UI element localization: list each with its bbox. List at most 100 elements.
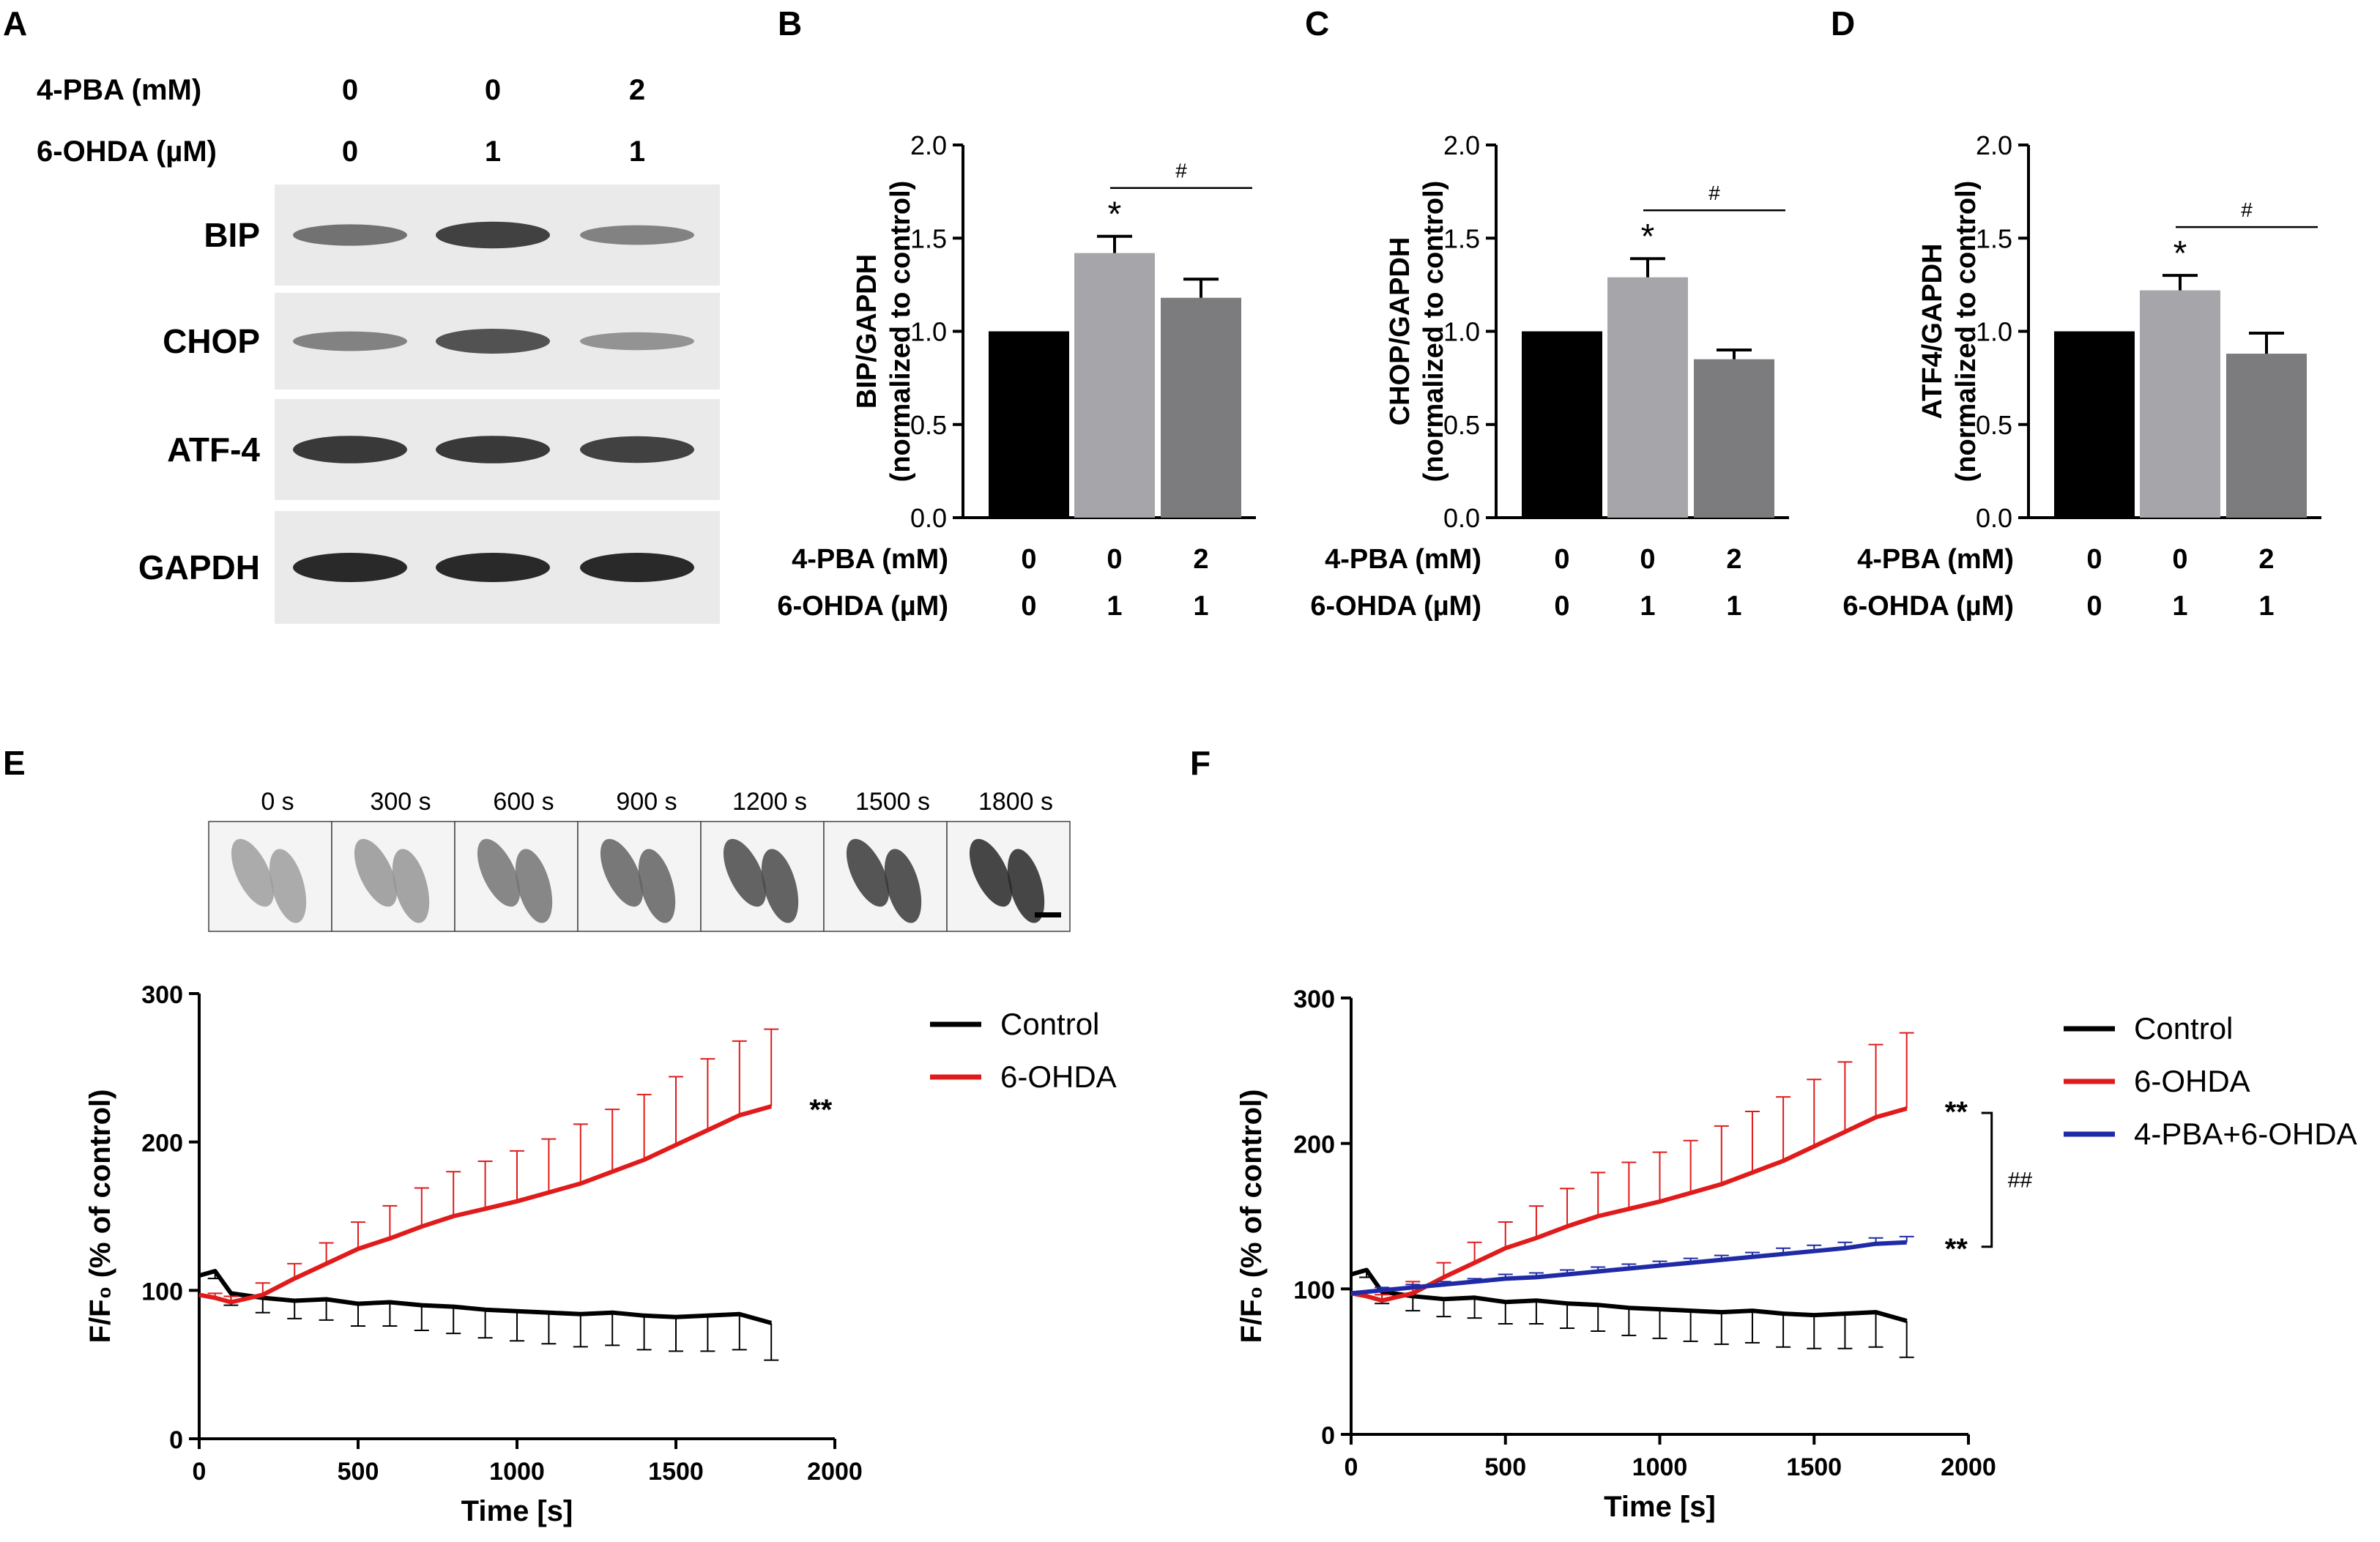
bar (1161, 297, 1241, 518)
significance-hash: # (2241, 198, 2253, 221)
y-tick-label: 0.5 (910, 410, 947, 440)
x-tick-label: 2000 (807, 1458, 863, 1486)
y-tick-label: 2.0 (1976, 130, 2012, 160)
condition-value: 0 (2086, 591, 2102, 622)
blot-band (580, 553, 694, 582)
panel-letter-b: B (778, 4, 802, 42)
bar (2054, 331, 2135, 518)
timelapse-cell (884, 849, 922, 923)
panel-letter-f: F (1190, 744, 1211, 782)
y-tick-label: 0.0 (1976, 503, 2012, 533)
condition-value: 0 (1554, 591, 1569, 622)
panel-letter-e: E (3, 744, 26, 782)
timelapse-cell (354, 838, 398, 907)
significance-star: * (1641, 217, 1655, 256)
y-tick-label: 0.5 (1976, 410, 2012, 440)
y-tick-label: 2.0 (910, 130, 947, 160)
significance-mark: ** (1945, 1233, 1968, 1265)
bar (1522, 331, 1602, 518)
timelapse-time-label: 1500 s (855, 788, 930, 816)
y-tick-label: 0 (169, 1426, 183, 1454)
bar (2140, 290, 2220, 518)
bar-chart-atf4: 0.0 0.5 1.0 1.5 2.0 ATF4/GAPDH (normalized to … (1842, 130, 2321, 622)
bar (1694, 359, 1774, 518)
x-axis-label: Time [s] (1604, 1491, 1716, 1523)
condition-value: 1 (1193, 591, 1208, 622)
blot-condition-value: 0 (342, 74, 358, 106)
y-tick-label: 300 (1293, 986, 1335, 1013)
blot-band (293, 224, 407, 246)
timelapse-strip: 0 s 300 s 600 s 900 s 1200 s 1500 s 1800 s (208, 788, 1071, 932)
significance-mark: ** (809, 1094, 833, 1126)
y-tick-label: 100 (141, 1278, 183, 1306)
y-axis-label: F/F₀ (% of control) (1235, 1090, 1268, 1344)
timelapse-cell (1007, 849, 1045, 923)
x-tick-label: 1000 (1632, 1453, 1688, 1481)
condition-label: 4-PBA (mM) (1325, 544, 1481, 575)
condition-value: 0 (1107, 544, 1122, 575)
blot-condition-value: 0 (485, 74, 501, 106)
condition-label: 6-OHDA (µM) (1842, 591, 2014, 622)
condition-label: 4-PBA (mM) (1857, 544, 2014, 575)
y-axis-label-line: (normalized to control) (885, 181, 916, 483)
y-axis-label-line: (normalized to control) (1951, 181, 1982, 483)
series-line (198, 1269, 773, 1325)
timelapse-time-label: 1800 s (978, 788, 1053, 816)
y-tick-label: 200 (141, 1130, 183, 1158)
blot-band (580, 436, 694, 463)
bar-chart-bip: 0.0 0.5 1.0 1.5 2.0 BIP/GAPDH (normalized to c… (777, 130, 1256, 622)
timelapse-cell (392, 849, 430, 923)
condition-value: 2 (2258, 544, 2274, 575)
y-tick-label: 1.0 (1443, 317, 1480, 347)
condition-value: 2 (1193, 544, 1208, 575)
y-tick-label: 300 (141, 981, 183, 1009)
condition-value: 0 (2086, 544, 2102, 575)
blot-band (436, 436, 550, 463)
bar (2226, 354, 2307, 518)
condition-value: 1 (2172, 591, 2187, 622)
y-tick-label: 1.5 (1443, 223, 1480, 253)
blot-condition-label: 4-PBA (mM) (37, 74, 201, 106)
significance-hash: # (1708, 182, 1720, 204)
y-axis-label-line: (normalized to control) (1418, 181, 1449, 483)
blot-condition-label: 6-OHDA (µM) (37, 135, 217, 168)
y-tick-label: 1.5 (1976, 223, 2012, 253)
timelapse-time-label: 300 s (370, 788, 431, 816)
western-blot-panel: 4-PBA (mM) 0 0 2 6-OHDA (µM) 0 1 1 BIP CHOP ATF-4 G… (37, 74, 720, 624)
series-line (1350, 1267, 1908, 1323)
y-axis-label-line: CHOP/GAPDH (1385, 237, 1416, 426)
timelapse-cell (477, 838, 521, 907)
timelapse-cell (761, 849, 799, 923)
legend-label: Control (1000, 1007, 1099, 1041)
scale-bar (1035, 912, 1061, 917)
significance-star: * (2173, 234, 2187, 273)
legend-label: 6-OHDA (1000, 1059, 1117, 1094)
y-tick-label: 1.0 (1976, 317, 2012, 347)
blot-condition-value: 0 (342, 135, 358, 168)
panel-letter-c: C (1305, 4, 1329, 42)
condition-value: 0 (1021, 544, 1036, 575)
timelapse-cell (723, 838, 767, 907)
y-tick-label: 0.0 (1443, 503, 1480, 533)
y-tick-label: 200 (1293, 1131, 1335, 1159)
legend-label: 4-PBA+6-OHDA (2134, 1117, 2357, 1151)
significance-hash: # (1175, 160, 1187, 182)
condition-value: 0 (1640, 544, 1655, 575)
y-axis-label-line: BIP/GAPDH (852, 254, 882, 409)
y-axis-label-line: ATF4/GAPDH (1917, 244, 1948, 420)
significance-star: * (1108, 195, 1122, 234)
condition-value: 1 (1726, 591, 1741, 622)
timelapse-cell (846, 838, 890, 907)
y-tick-label: 100 (1293, 1276, 1335, 1304)
x-tick-label: 500 (338, 1458, 379, 1486)
timelapse-cell (969, 838, 1013, 907)
y-tick-label: 0.0 (910, 503, 947, 533)
blot-band (293, 331, 407, 351)
line-chart-f: 0 100 200 300 0 500 1000 1500 2000 Time [s] F/F₀ (… (1235, 986, 2357, 1523)
x-tick-label: 0 (1345, 1453, 1358, 1481)
bar (1074, 253, 1155, 518)
condition-value: 0 (1021, 591, 1036, 622)
x-tick-label: 1000 (489, 1458, 545, 1486)
y-tick-label: 2.0 (1443, 130, 1480, 160)
y-tick-label: 1.5 (910, 223, 947, 253)
